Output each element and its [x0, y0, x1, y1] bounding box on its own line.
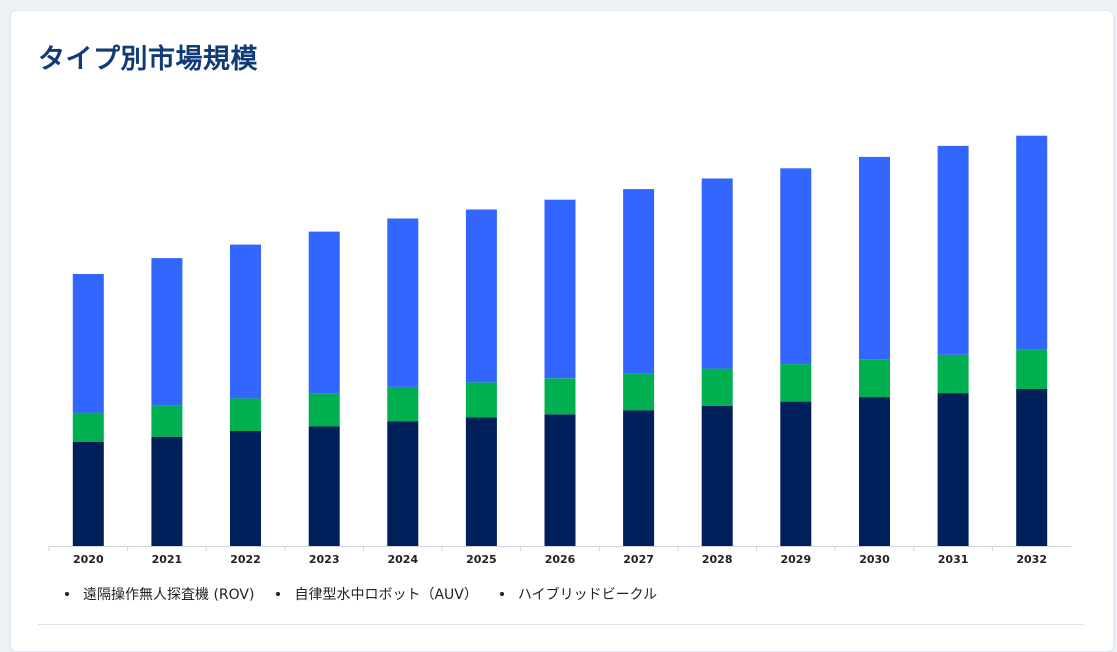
bar-segment-2026-s1[interactable]	[544, 378, 576, 415]
bar-segment-2028-s0[interactable]	[701, 405, 733, 546]
x-tick-label-2029: 2029	[780, 553, 811, 566]
bar-segment-2025-s0[interactable]	[465, 417, 497, 547]
x-tick-label-2020: 2020	[73, 553, 104, 566]
bar-segment-2021-s2[interactable]	[151, 258, 183, 406]
bar-segment-2029-s1[interactable]	[780, 364, 812, 402]
legend-label-rov: 遠隔操作無人探査機 (ROV)	[83, 587, 255, 603]
bar-segment-2021-s1[interactable]	[151, 405, 183, 437]
bar-segment-2027-s2[interactable]	[623, 189, 655, 374]
bar-segment-2026-s2[interactable]	[544, 199, 576, 379]
legend-item-hybrid[interactable]: ハイブリッドビークル	[499, 584, 658, 604]
stacked-bar-chart: 2020 2021 2022 2023 2024 2025 2026 2027 2028 2029…	[48, 135, 1071, 566]
legend-bullet-icon	[65, 592, 69, 596]
bar-segment-2020-s1[interactable]	[72, 412, 104, 442]
x-tick-label-2028: 2028	[702, 553, 733, 566]
bar-segment-2031-s2[interactable]	[937, 145, 969, 355]
legend-label-auv: 自律型水中ロボット（AUV）	[294, 587, 478, 603]
bar-segment-2022-s0[interactable]	[230, 431, 261, 546]
bar-segment-2030-s0[interactable]	[859, 397, 890, 546]
bar-segment-2029-s0[interactable]	[780, 401, 812, 546]
bar-segment-2030-s2[interactable]	[859, 156, 890, 360]
bar-segment-2032-s2[interactable]	[1016, 135, 1048, 350]
x-tick-label-2031: 2031	[938, 553, 969, 566]
x-tick-label-2032: 2032	[1016, 553, 1047, 566]
legend-bullet-icon	[276, 592, 281, 596]
bar-segment-2022-s2[interactable]	[230, 244, 261, 399]
bar-segment-2021-s0[interactable]	[151, 436, 183, 546]
legend-bullet-icon	[499, 592, 504, 596]
bar-segment-2030-s1[interactable]	[859, 359, 890, 398]
bar-segment-2031-s1[interactable]	[937, 354, 969, 393]
bar-segment-2023-s2[interactable]	[308, 231, 340, 394]
x-tick-label-2023: 2023	[309, 553, 340, 566]
chart-legend: 遠隔操作無人探査機 (ROV) 自律型水中ロボット（AUV） ハイブリッドビーク…	[65, 584, 679, 604]
x-tick-label-2021: 2021	[152, 553, 183, 566]
chart-title: タイプ別市場規模	[38, 44, 258, 75]
bar-segment-2031-s0[interactable]	[937, 393, 969, 546]
x-tick-label-2027: 2027	[623, 553, 654, 566]
legend-item-rov[interactable]: 遠隔操作無人探査機 (ROV)	[65, 584, 254, 604]
x-tick-label-2030: 2030	[859, 553, 890, 566]
bar-segment-2024-s0[interactable]	[387, 421, 419, 546]
bar-segment-2024-s1[interactable]	[387, 386, 419, 422]
bottom-divider	[38, 624, 1084, 625]
bar-segment-2026-s0[interactable]	[544, 414, 576, 546]
bar-segment-2025-s2[interactable]	[465, 209, 497, 383]
x-tick-label-2025: 2025	[466, 553, 497, 566]
bar-segment-2023-s1[interactable]	[308, 393, 340, 427]
bar-segment-2028-s1[interactable]	[701, 368, 733, 406]
bar-segment-2032-s0[interactable]	[1016, 389, 1048, 546]
bar-segment-2023-s0[interactable]	[308, 426, 340, 547]
bar-segment-2020-s0[interactable]	[72, 442, 104, 546]
bar-segment-2028-s2[interactable]	[701, 178, 733, 369]
legend-label-hybrid: ハイブリッドビークル	[517, 587, 658, 603]
x-tick-label-2022: 2022	[230, 553, 261, 566]
bar-segment-2027-s1[interactable]	[623, 373, 655, 411]
bar-segment-2024-s2[interactable]	[387, 218, 419, 387]
bar-segment-2020-s2[interactable]	[72, 274, 104, 413]
x-tick-label-2026: 2026	[545, 553, 576, 566]
legend-item-auv[interactable]: 自律型水中ロボット（AUV）	[276, 584, 478, 604]
bar-segment-2029-s2[interactable]	[780, 168, 812, 365]
bar-segment-2027-s0[interactable]	[623, 410, 655, 546]
x-tick-label-2024: 2024	[387, 553, 418, 566]
bar-segment-2032-s1[interactable]	[1016, 349, 1048, 389]
bar-segment-2022-s1[interactable]	[230, 398, 261, 431]
bar-segment-2025-s1[interactable]	[465, 382, 497, 418]
